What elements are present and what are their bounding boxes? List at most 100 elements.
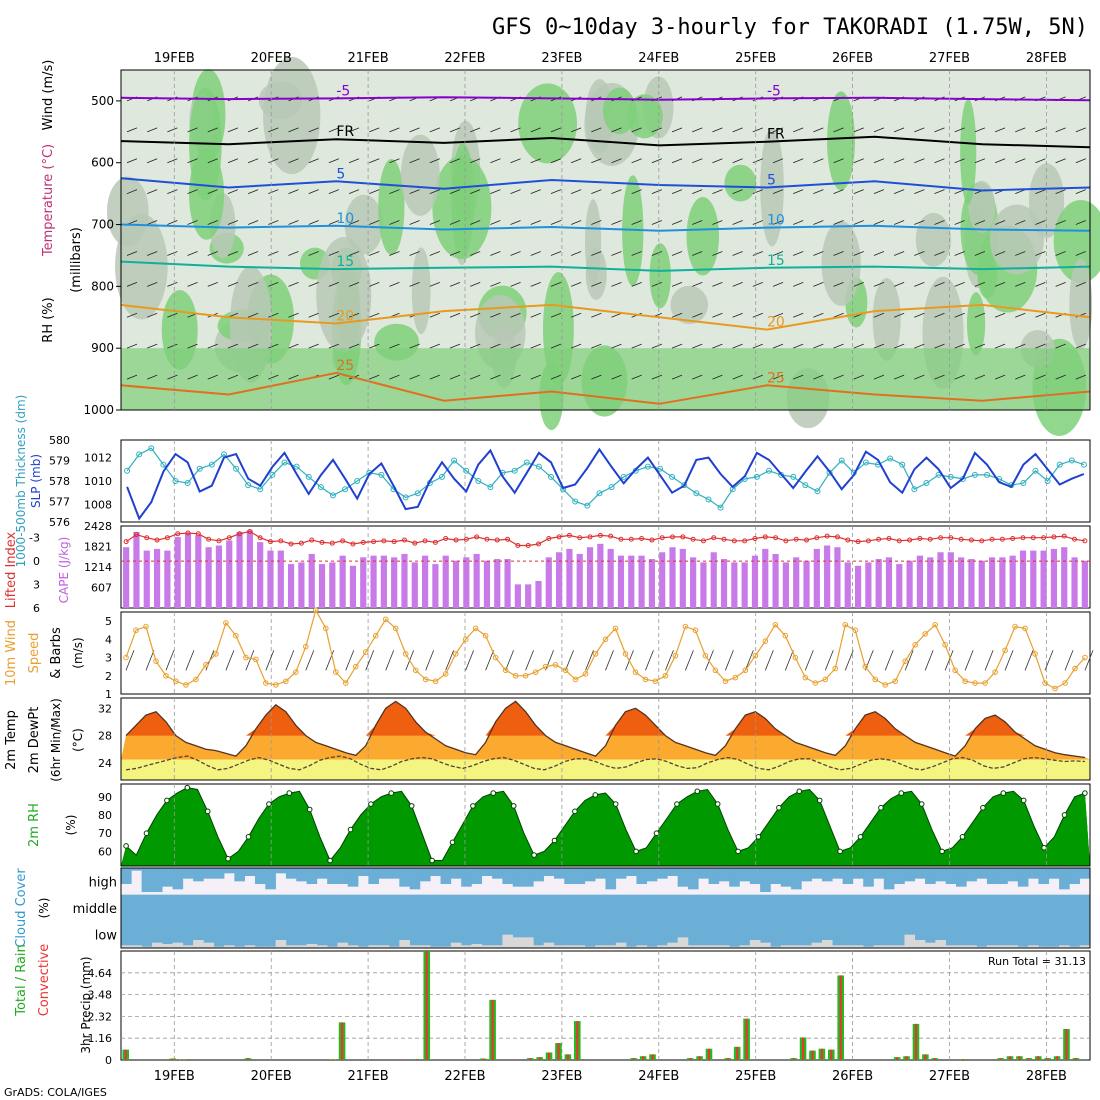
rh-point (143, 830, 150, 837)
wind-barb (389, 220, 400, 225)
cloud-low-bar (285, 945, 297, 948)
surface-wind-barb (465, 650, 475, 671)
thickness-point (584, 502, 591, 509)
precip-convective-bar (124, 1049, 127, 1060)
wind-barb (692, 189, 703, 195)
cloud-low-bar (533, 945, 544, 948)
wind-barb (631, 127, 642, 133)
wind-speed-point (243, 654, 249, 661)
thickness-point (753, 473, 760, 480)
thickness-point (208, 461, 215, 468)
precip-tick-label: 0 (105, 1054, 112, 1067)
wind-barb (470, 312, 481, 318)
footer-credit: GrADS: COLA/IGES (4, 1086, 107, 1099)
wind-barb (207, 127, 218, 133)
wind-barb (994, 251, 1006, 256)
ylabel-dewpt: 2m DewPt (27, 707, 42, 774)
wind-barb (490, 281, 501, 287)
lifted-index-point (917, 535, 923, 541)
cloud-cover-panel: high middle low Cloud Cover (%) (14, 867, 1091, 949)
temp2m-panel: 32 28 24 2m Temp 2m DewPt (6hr Min/Max) (°C) (4, 697, 1091, 782)
precip-convective-bar (1074, 1058, 1077, 1060)
cape-bar (287, 564, 295, 608)
wind-barb (348, 281, 360, 287)
wind-barb (247, 220, 259, 225)
cloud-high-bar (945, 868, 957, 884)
wind-barb (692, 312, 703, 318)
rh-contour-fill (518, 83, 578, 164)
surface-wind-barb (705, 650, 714, 671)
surface-wind-barb (445, 650, 455, 671)
rh-contour-fill (872, 278, 901, 361)
wind-barb (409, 189, 420, 195)
wind-speed-point (1052, 685, 1058, 692)
lifted-index-point (288, 541, 294, 547)
wind-speed-point (402, 651, 409, 657)
cloud-low-bar (399, 940, 410, 948)
cloud-low-bar (739, 945, 751, 948)
rh-point (857, 834, 864, 840)
cloud-high-bar (399, 868, 410, 887)
wind-barb (611, 343, 622, 349)
cloud-low-bar (935, 940, 946, 948)
wind-barb (530, 189, 541, 195)
wind-barb (369, 220, 380, 225)
rh-point (388, 790, 395, 796)
wind-barb (813, 251, 824, 256)
lifted-index-point (979, 538, 985, 544)
wind-barb (328, 220, 340, 225)
cape-bar (968, 559, 975, 608)
cloud-low-bar (595, 945, 606, 948)
wind-speed-point (273, 682, 279, 688)
rh-contour-fill (915, 212, 952, 267)
thickness-tick-label: 577 (49, 496, 70, 509)
date-label-top: 26FEB (832, 51, 873, 66)
wind-speed-point (502, 667, 509, 674)
rh-contour-fill (966, 292, 986, 356)
wind-barb (207, 343, 218, 349)
wind-speed-point (692, 627, 699, 634)
wind-barb (934, 312, 945, 318)
wind-barb (994, 281, 1006, 287)
precip-convective-bar (576, 1021, 579, 1060)
thickness-tick-label: 576 (49, 516, 70, 529)
thickness-point (1044, 478, 1051, 484)
wind-barb (570, 251, 582, 256)
wind-barb (147, 251, 158, 256)
wind-barb (1075, 343, 1086, 349)
wind-barb (470, 281, 481, 287)
wind-speed-point (1062, 680, 1068, 686)
wind-barb (1055, 158, 1066, 164)
date-label-bottom: 28FEB (1026, 1069, 1067, 1084)
lifted-index-point (257, 535, 263, 541)
wind-barb (126, 281, 138, 287)
wind-barb (187, 343, 198, 349)
rh-point (204, 808, 211, 815)
cloud-high-bar (718, 868, 730, 882)
wind-barb (772, 374, 784, 380)
lifted-index-point (958, 536, 964, 542)
wind-barb (227, 158, 239, 164)
date-label-bottom: 27FEB (929, 1069, 970, 1084)
cloud-low-bar (141, 946, 153, 948)
wind-barb (409, 251, 420, 256)
cloud-high-bar (141, 868, 153, 892)
lifted-index-point (412, 540, 418, 546)
cape-bar (380, 555, 387, 608)
wind-barb (227, 251, 239, 256)
cape-bar (308, 553, 315, 608)
rh-point (1061, 812, 1068, 818)
wind-barb (752, 127, 763, 133)
wind-barb (187, 281, 198, 287)
wind-barb (591, 220, 602, 225)
wind-barb (692, 281, 703, 287)
wind-barb (934, 374, 945, 380)
wind-barb (470, 189, 481, 195)
wind-barb (570, 374, 582, 380)
wind-barb (550, 312, 562, 318)
cape-bar (978, 560, 985, 608)
wind-tick-label: 1 (105, 688, 112, 701)
cloud-high-bar (450, 868, 462, 879)
cape-bar (525, 584, 532, 608)
precip-convective-bar (642, 1056, 645, 1060)
